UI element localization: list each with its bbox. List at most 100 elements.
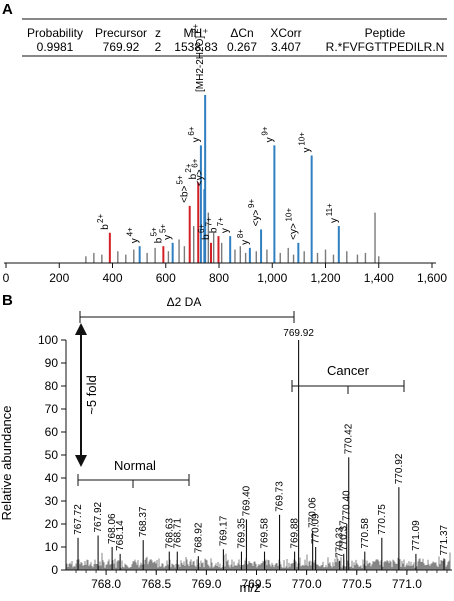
ms2-x-tick-label: 400 — [102, 271, 122, 285]
ms1-y-tick-label: 30 — [45, 494, 59, 508]
ms2-ion-name: y — [329, 218, 340, 223]
ms1-y-tick-label: 40 — [45, 471, 59, 485]
ms2-ion-name: b — [201, 234, 212, 240]
ms2-ion-name: b — [153, 237, 164, 243]
table-cell: R.*FVFGTTPEDILR.N — [326, 40, 445, 54]
ms2-ion-charge: 9+ — [247, 199, 256, 208]
panel-a-label: A — [2, 1, 13, 18]
ms1-peak-label: 771.09 — [411, 520, 422, 551]
delta-label: Δ2 DA — [167, 295, 202, 309]
table-header: z — [155, 26, 161, 40]
ms1-y-tick-label: 0 — [51, 563, 58, 577]
ms2-x-tick-label: 1,000 — [257, 271, 287, 285]
ms2-ion-label: y 6+ — [187, 126, 202, 142]
ms1-peak-label: 769.35 — [236, 518, 247, 549]
ms2-ion-charge: 10+ — [298, 132, 307, 146]
table-cell: 0.9981 — [37, 40, 74, 54]
table-header: XCorr — [270, 26, 301, 40]
ms2-x-tick-label: 0 — [3, 271, 10, 285]
ms2-ion-label: y 5+ — [159, 224, 174, 240]
ms1-peak-label: 770.40 — [342, 490, 353, 521]
ms2-ion-label: y 8+ — [236, 229, 251, 245]
ms2-ion-label: y 11+ — [325, 203, 340, 223]
ms2-ion-label: y 7+ — [216, 217, 231, 233]
fold-arrow: ~5 fold — [75, 323, 99, 467]
ms1-peak-label: 768.71 — [172, 518, 183, 549]
ms2-ion-charge: 8+ — [236, 229, 245, 238]
ms2-ion-charge: 2+ — [191, 24, 200, 33]
table-cell: 2 — [155, 40, 162, 54]
ms2-x-tick-label: 1,600 — [417, 271, 447, 285]
ms2-ion-charge: 4+ — [126, 227, 135, 236]
ms1-peak-label: 769.40 — [241, 485, 252, 516]
ms1-peak-label: 770.09 — [311, 513, 322, 544]
ms2-ion-name: [MH2-2H2O] — [195, 36, 206, 92]
table-header: Precursor — [95, 26, 147, 40]
ms1-x-tick-label: 769.0 — [191, 577, 221, 591]
ms1-x-tick-label: 768.0 — [91, 577, 121, 591]
ms2-ion-label: <y>10+ — [284, 208, 299, 240]
ms2-x-tick-label: 600 — [156, 271, 176, 285]
ms1-peak-label: 770.92 — [394, 453, 405, 484]
ms1-peak-label: 768.37 — [138, 506, 149, 537]
ms2-ion-name: <y> — [288, 223, 299, 240]
ms2-ion-label: <y> 9+ — [247, 199, 262, 227]
ms2-ion-charge: 7+ — [216, 217, 225, 226]
ms1-peak-label: 769.58 — [260, 518, 271, 549]
ms2-ion-label: b7+ — [204, 217, 219, 233]
ms1-peak-label: 769.88 — [290, 518, 301, 549]
ms2-ion-name: <y> — [194, 169, 205, 186]
ms1-y-tick-label: 90 — [45, 356, 59, 370]
ms1-x-tick-label: 770.0 — [292, 577, 322, 591]
ms2-ion-charge: 6+ — [197, 224, 206, 233]
ms2-ion-label: y10+ — [298, 132, 313, 153]
ms2-ion-name: b — [208, 227, 219, 233]
ms1-peak-label: 770.33 — [335, 527, 346, 558]
ms2-ion-label: y 4+ — [126, 227, 141, 243]
ms1-peak-label: 768.63 — [164, 518, 175, 549]
ms2-ion-charge: 7+ — [204, 217, 213, 226]
ms1-peak-label: 767.72 — [73, 504, 84, 535]
ms2-ion-name: y — [163, 235, 174, 240]
table-header: ΔCn — [230, 26, 253, 40]
table-cell: 769.92 — [103, 40, 140, 54]
ms2-ion-label: b2+ — [184, 163, 199, 179]
panel-b-label: B — [2, 292, 13, 309]
ms2-spectrum-panel: b2+b5+<b>5+ b2+b6+ b7+y4+y5+y6+<y>6+[MH2-2… — [3, 24, 448, 285]
ms2-x-tick-label: 800 — [209, 271, 229, 285]
ms2-ion-label: b6+ — [197, 224, 212, 240]
ms2-ion-charge: 6+ — [187, 126, 196, 135]
ms2-x-tick-label: 1,200 — [310, 271, 340, 285]
ms1-peak-label: 769.17 — [218, 515, 229, 546]
table-cell: 1538.83 — [174, 40, 218, 54]
ms2-ion-label: y 9+ — [260, 126, 275, 142]
ms1-x-tick-label: 771.0 — [392, 577, 422, 591]
table-cell: 3.407 — [271, 40, 301, 54]
ms2-ion-name: <b> — [180, 185, 191, 202]
fold-label: ~5 fold — [84, 375, 99, 414]
ms1-y-tick-label: 80 — [45, 379, 59, 393]
ms2-ion-name: y — [264, 137, 275, 142]
ms2-ion-label: <b>5+ — [176, 175, 191, 203]
ms2-ion-name: <y> — [251, 210, 262, 227]
normal-label: Normal — [114, 458, 156, 473]
ms2-ion-label: [MH2-2H2O] 2+ — [191, 24, 206, 92]
ms2-ion-charge: 2+ — [184, 163, 193, 172]
ms2-ion-name: y — [220, 228, 231, 233]
ms2-ion-charge: 2+ — [96, 214, 105, 223]
ms1-y-tick-label: 100 — [38, 333, 58, 347]
ms1-peak-label: 769.73 — [275, 481, 286, 512]
ms1-y-tick-label: 10 — [45, 540, 59, 554]
x-axis-label: m/z — [240, 580, 261, 595]
ms1-x-tick-label: 770.5 — [342, 577, 372, 591]
ms1-peak-label: 770.75 — [377, 504, 388, 535]
ms2-ion-name: y — [240, 240, 251, 245]
ms2-ion-name: b — [188, 173, 199, 179]
ms2-ion-label: <y> 6+ — [190, 158, 205, 186]
ms2-ion-charge: 11+ — [325, 203, 334, 216]
ms2-ion-name: b — [100, 224, 111, 230]
ms2-ion-label: b5+ — [149, 227, 164, 243]
table-cell: 0.267 — [227, 40, 257, 54]
ms1-peak-label: 770.06 — [308, 497, 319, 528]
ms1-peak-label: 767.92 — [93, 501, 104, 532]
